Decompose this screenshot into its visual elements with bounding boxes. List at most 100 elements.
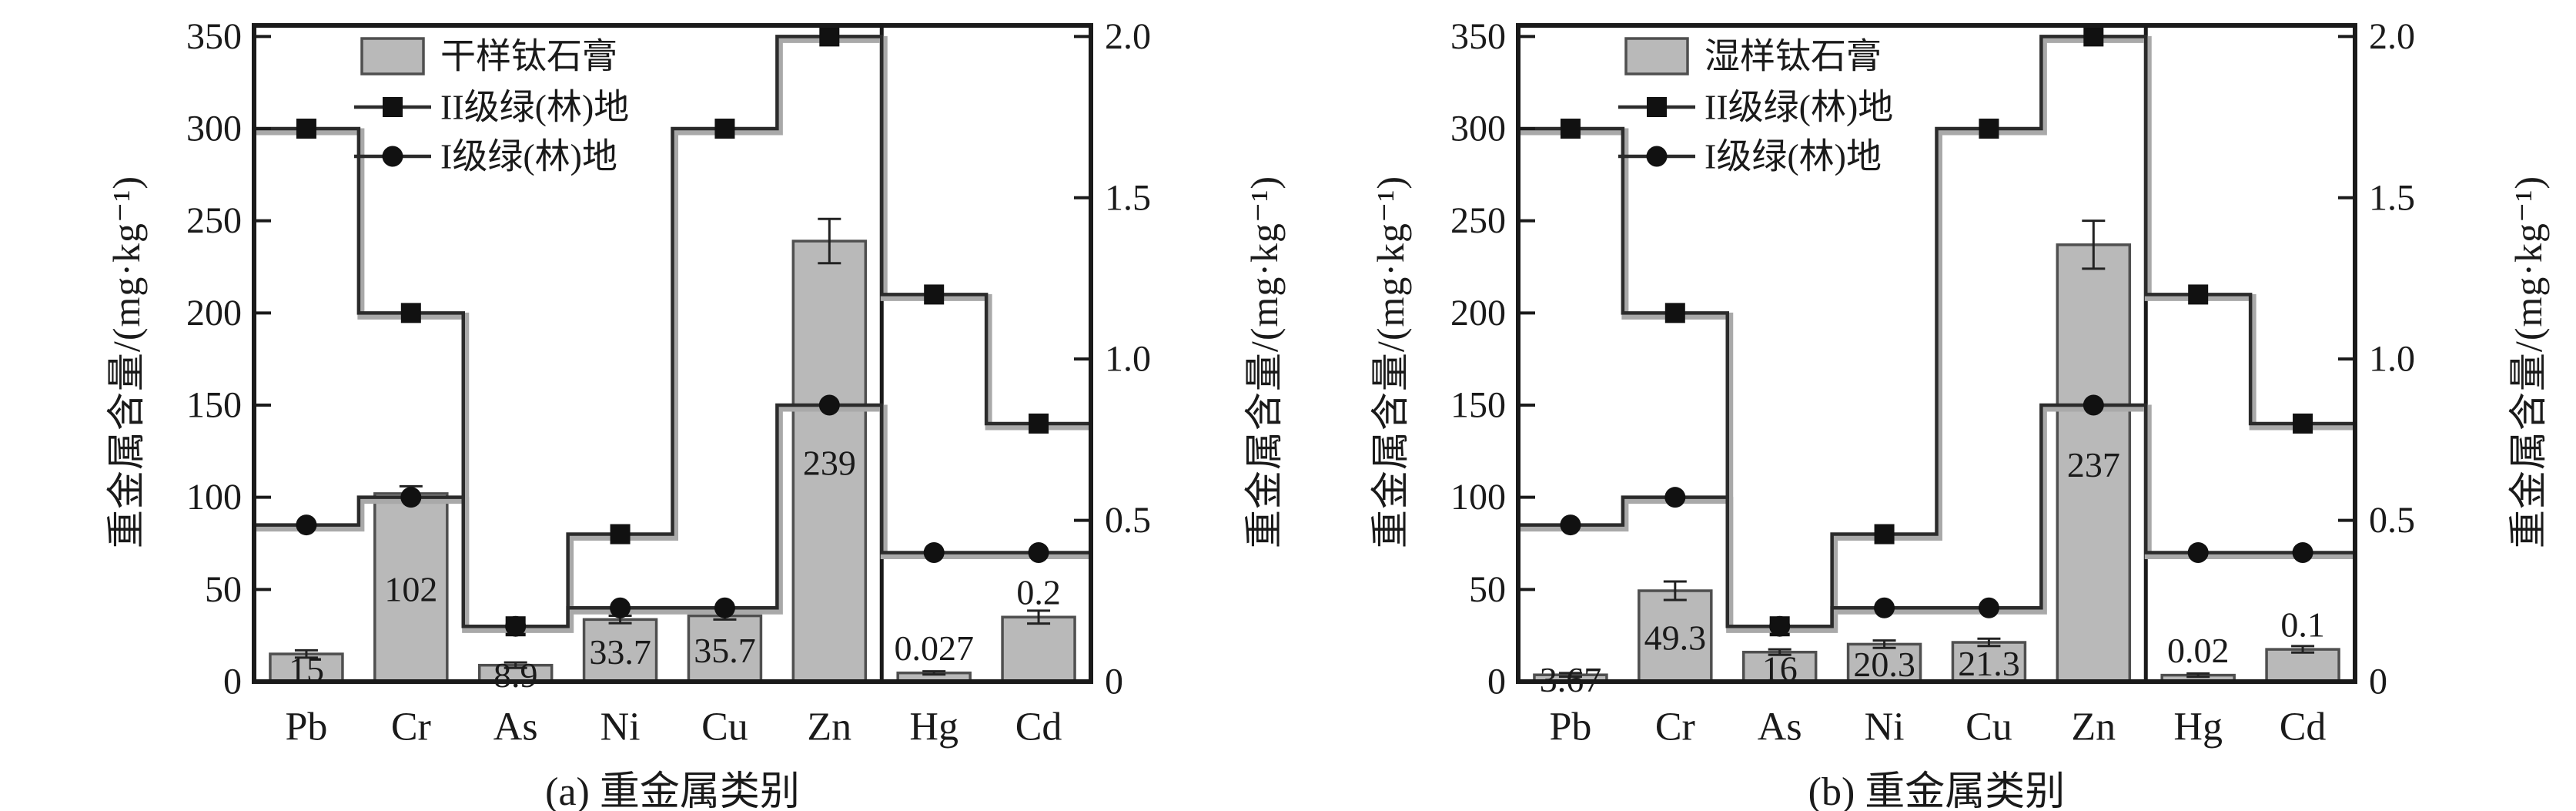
left-tick-label-100: 100 (1450, 477, 1506, 518)
marker-square-Ni (1874, 524, 1895, 545)
bar-value-label-Cu: 35.7 (694, 631, 756, 670)
left-tick-label-50: 50 (1469, 569, 1506, 610)
marker-square-Cu (1979, 119, 1999, 139)
left-tick-label-350: 350 (1450, 16, 1506, 57)
x-label-As: As (1758, 705, 1802, 749)
x-label-Hg: Hg (909, 705, 958, 749)
y-axis-title-right-b: 重金属含量/(mg·kg⁻¹) (2507, 175, 2550, 549)
legend: 干样钛石膏 II级绿(林)地 I级绿(林)地 (354, 37, 629, 176)
x-label-Pb: Pb (1549, 705, 1591, 749)
marker-circle-Ni (1874, 597, 1895, 618)
error-bar-Zn (818, 217, 841, 265)
bar-value-label-Zn: 239 (803, 444, 856, 483)
right-tick-label-0: 0 (2369, 662, 2387, 702)
left-tick-label-250: 250 (1450, 200, 1506, 241)
caption-panel-b: (b) 重金属类别 (1808, 770, 2066, 811)
right-tick-label-1.0: 1.0 (1105, 339, 1151, 380)
y-axis-title-left-b: 重金属含量/(mg·kg⁻¹) (1369, 175, 1412, 549)
x-label-Cr: Cr (391, 705, 431, 749)
marker-circle-Cu (714, 597, 735, 618)
left-tick-label-250: 250 (186, 200, 242, 241)
marker-circle-Pb (296, 514, 317, 536)
bar-value-label-Ni: 33.7 (589, 632, 651, 672)
series-II级绿(林)地 (254, 26, 1093, 637)
bar-Zn (791, 240, 868, 683)
right-tick-label-1.5: 1.5 (1105, 177, 1151, 218)
error-bar-Cd (1027, 609, 1051, 625)
left-tick-label-200: 200 (186, 293, 242, 333)
left-tick-label-0: 0 (1487, 662, 1506, 702)
legend-marker-square (383, 97, 403, 117)
bars-湿样钛石膏 (1533, 220, 2340, 683)
x-label-Cr: Cr (1655, 705, 1695, 749)
marker-square-Pb (1560, 119, 1581, 139)
bar-Cu (687, 614, 763, 683)
marker-square-Zn (819, 26, 840, 47)
bar-value-label-Cd: 0.1 (2280, 605, 2325, 645)
marker-circle-Zn (818, 394, 840, 416)
marker-circle-Zn (2083, 394, 2104, 416)
bar-value-label-Cr: 102 (384, 569, 437, 608)
bar-Cd (2265, 648, 2340, 683)
marker-square-Ni (610, 524, 631, 545)
marker-square-Hg (2188, 284, 2209, 305)
legend: 湿样钛石膏 II级绿(林)地 I级绿(林)地 (1618, 37, 1893, 176)
left-tick-label-50: 50 (205, 569, 242, 610)
bar-value-label-Hg: 0.02 (2167, 631, 2230, 670)
marker-circle-Cd (2292, 541, 2313, 563)
error-bar-Cr (1663, 580, 1687, 602)
left-tick-label-150: 150 (1450, 385, 1506, 426)
marker-circle-Cu (1978, 597, 1999, 618)
marker-square-Hg (924, 284, 945, 305)
marker-circle-Ni (610, 597, 631, 618)
error-bar-Cd (2291, 645, 2315, 654)
left-tick-label-150: 150 (186, 385, 242, 426)
error-bar-Hg (2186, 672, 2210, 679)
right-tick-label-1.5: 1.5 (2369, 177, 2415, 218)
error-bar-Cu (1977, 637, 2001, 648)
y-axis-title-left-a: 重金属含量/(mg·kg⁻¹) (105, 175, 148, 549)
x-label-Ni: Ni (601, 705, 641, 749)
series-I级绿(林)地 (1518, 394, 2357, 637)
marker-square-Cr (400, 303, 421, 323)
marker-square-Zn (2083, 26, 2104, 47)
x-label-Pb: Pb (285, 705, 327, 749)
left-tick-label-300: 300 (1450, 109, 1506, 149)
right-tick-label-1.0: 1.0 (2369, 339, 2415, 380)
left-tick-label-200: 200 (1450, 293, 1506, 333)
legend-label-II级绿(林)地: II级绿(林)地 (440, 88, 629, 127)
x-label-Cd: Cd (1015, 705, 1062, 749)
error-bar-Pb (294, 648, 318, 659)
marker-circle-As (505, 615, 527, 637)
bar-value-label-Zn: 237 (2067, 445, 2120, 484)
legend-label-I级绿(林)地: I级绿(林)地 (440, 137, 617, 176)
plot-frame (1516, 23, 2357, 684)
legend-label-sample: 干样钛石膏 (440, 37, 617, 76)
marker-circle-Hg (923, 541, 945, 563)
error-bar-As (503, 661, 527, 669)
series-I级绿(林)地 (254, 394, 1093, 637)
bar-Cd (1001, 615, 1076, 683)
marker-circle-Cr (1664, 487, 1686, 508)
legend-swatch-bar (1624, 37, 1689, 75)
marker-square-Pb (296, 119, 316, 139)
bar-Ni (582, 618, 658, 683)
marker-square-Cd (1029, 413, 1049, 434)
error-bar-As (1768, 648, 1791, 656)
bar-value-label-Cu: 21.3 (1958, 644, 2020, 683)
y-axis-title-right-a: 重金属含量/(mg·kg⁻¹) (1243, 175, 1286, 549)
plot-frame (252, 23, 1093, 684)
marker-square-Cu (714, 119, 735, 139)
legend-marker-circle (1646, 146, 1668, 167)
error-bar-Zn (2082, 220, 2106, 270)
left-tick-label-350: 350 (186, 16, 242, 57)
series-II级绿(林)地 (1518, 26, 2357, 637)
marker-circle-As (1769, 615, 1791, 637)
error-bar-Ni (1872, 639, 1896, 649)
right-tick-label-0: 0 (1105, 662, 1123, 702)
bar-value-label-Hg: 0.027 (894, 628, 974, 668)
legend-label-II级绿(林)地: II级绿(林)地 (1705, 88, 1893, 127)
